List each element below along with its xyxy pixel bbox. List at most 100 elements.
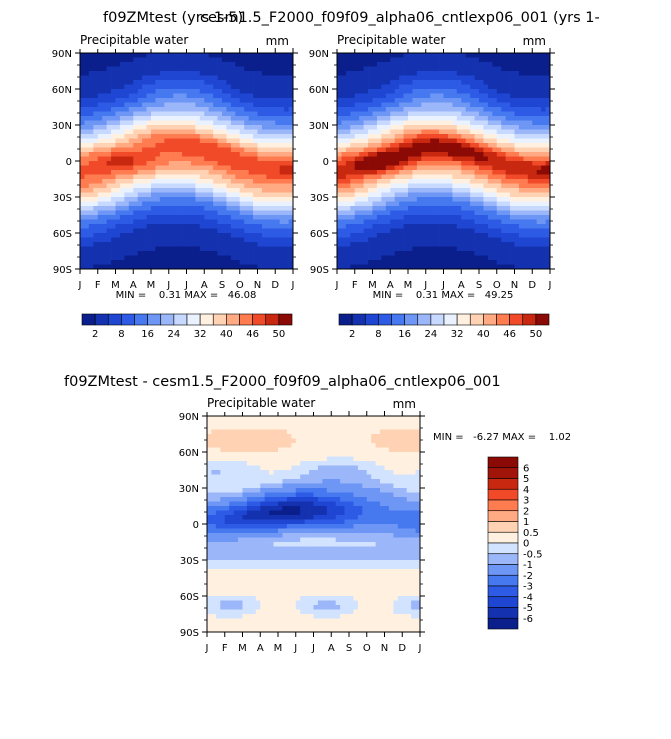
heatmap-cell	[394, 147, 400, 153]
heatmap-cell	[128, 89, 134, 94]
heatmap-cell	[213, 111, 218, 117]
heatmap-cell	[452, 89, 458, 94]
heatmap-cell	[257, 210, 263, 216]
heatmap-cell	[474, 188, 480, 193]
heatmap-cell	[239, 129, 245, 135]
heatmap-cell	[279, 125, 285, 130]
heatmap-cell	[106, 165, 112, 171]
heatmap-cell	[261, 134, 267, 139]
heatmap-cell	[523, 251, 529, 256]
heatmap-cell	[545, 246, 551, 252]
heatmap-cell	[505, 219, 511, 225]
heatmap-cell	[452, 179, 458, 184]
heatmap-cell	[177, 111, 183, 117]
heatmap-cell	[313, 416, 319, 421]
heatmap-cell	[186, 170, 192, 175]
heatmap-cell	[434, 210, 440, 216]
heatmap-cell	[421, 93, 427, 99]
heatmap-cell	[80, 206, 85, 211]
heatmap-cell	[541, 260, 546, 265]
heatmap-cell	[222, 201, 227, 207]
heatmap-cell	[461, 183, 467, 189]
heatmap-cell	[474, 53, 480, 58]
heatmap-cell	[487, 251, 493, 256]
heatmap-cell	[536, 237, 542, 243]
heatmap-cell	[341, 111, 347, 117]
heatmap-cell	[350, 98, 356, 103]
heatmap-cell	[284, 89, 289, 94]
x-tick-label: J	[291, 280, 295, 291]
heatmap-cell	[239, 224, 245, 229]
heatmap-cell	[115, 138, 121, 144]
colorbar-swatch	[173, 313, 188, 326]
heatmap-cell	[253, 206, 258, 211]
heatmap-cell	[368, 215, 373, 220]
heatmap-cell	[142, 89, 147, 94]
heatmap-cell	[155, 179, 161, 184]
heatmap-cell	[177, 107, 183, 112]
heatmap-cell	[514, 264, 520, 270]
heatmap-cell	[106, 228, 112, 234]
heatmap-cell	[465, 219, 471, 225]
heatmap-cell	[213, 156, 218, 162]
heatmap-cell	[257, 183, 263, 189]
heatmap-cell	[421, 116, 427, 121]
heatmap-cell	[115, 143, 121, 148]
heatmap-cell	[159, 120, 165, 126]
heatmap-cell	[372, 210, 378, 216]
heatmap-cell	[368, 237, 373, 243]
heatmap-cell	[235, 183, 241, 189]
heatmap-cell	[536, 107, 542, 112]
heatmap-cell	[199, 170, 205, 175]
heatmap-cell	[317, 420, 323, 426]
heatmap-cell	[204, 219, 210, 225]
heatmap-cell	[381, 210, 387, 216]
y-tick-label: 30S	[310, 193, 329, 204]
heatmap-cell	[452, 264, 458, 270]
heatmap-cell	[97, 242, 103, 247]
heatmap-cell	[505, 80, 511, 85]
heatmap-cell	[128, 129, 134, 135]
heatmap-cell	[350, 170, 356, 175]
heatmap-cell	[541, 57, 546, 63]
heatmap-cell	[505, 264, 511, 270]
heatmap-cell	[359, 165, 364, 171]
heatmap-cell	[443, 84, 449, 90]
heatmap-cell	[385, 210, 391, 216]
heatmap-cell	[452, 143, 458, 148]
heatmap-cell	[452, 161, 458, 166]
heatmap-cell	[376, 179, 382, 184]
heatmap-cell	[359, 134, 364, 139]
heatmap-cell	[368, 84, 373, 90]
heatmap-cell	[248, 147, 254, 153]
heatmap-cell	[434, 84, 440, 90]
heatmap-cell	[456, 188, 462, 193]
heatmap-cell	[186, 224, 192, 229]
heatmap-cell	[133, 228, 139, 234]
heatmap-cell	[372, 71, 378, 76]
heatmap-cell	[443, 134, 449, 139]
heatmap-cell	[257, 129, 263, 135]
heatmap-cell	[381, 255, 387, 261]
heatmap-cell	[345, 192, 351, 198]
heatmap-cell	[372, 66, 378, 72]
heatmap-cell	[275, 125, 281, 130]
heatmap-cell	[412, 192, 418, 198]
heatmap-cell	[266, 80, 272, 85]
heatmap-cell	[394, 53, 400, 58]
heatmap-cell	[408, 183, 413, 189]
heatmap-cell	[119, 102, 125, 108]
heatmap-cell	[173, 170, 178, 175]
heatmap-cell	[142, 219, 147, 225]
heatmap-cell	[257, 224, 263, 229]
heatmap-cell	[394, 165, 400, 171]
heatmap-cell	[195, 75, 201, 81]
heatmap-cell	[452, 66, 458, 72]
heatmap-cell	[381, 251, 387, 256]
heatmap-cell	[195, 197, 201, 202]
heatmap-cell	[288, 57, 294, 63]
heatmap-cell	[408, 89, 413, 94]
heatmap-cell	[536, 224, 542, 229]
heatmap-cell	[479, 62, 484, 67]
heatmap-cell	[164, 75, 170, 81]
